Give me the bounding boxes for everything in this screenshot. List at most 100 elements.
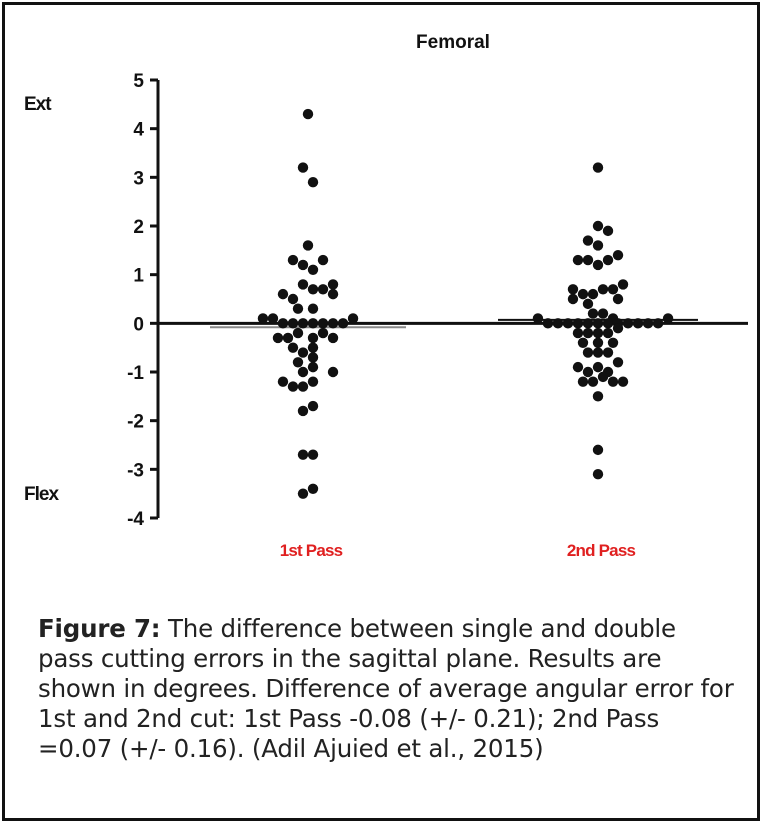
data-point: [327, 279, 339, 290]
data-point: [617, 376, 629, 387]
data-point: [297, 366, 309, 378]
data-point: [267, 313, 279, 324]
data-point: [307, 352, 319, 363]
data-point: [292, 357, 304, 368]
data-point: [592, 259, 604, 271]
y-tick-label: -4: [127, 509, 144, 530]
data-point: [597, 284, 609, 295]
data-point: [592, 361, 604, 373]
data-point: [287, 342, 299, 353]
y-annotation: Ext: [24, 94, 52, 115]
y-tick-label: 3: [133, 168, 144, 189]
data-point: [307, 332, 319, 344]
data-point: [307, 449, 319, 460]
data-point: [572, 361, 584, 373]
data-point: [577, 337, 589, 348]
data-point: [602, 225, 614, 237]
data-point: [302, 108, 314, 120]
data-point: [317, 327, 329, 339]
data-point: [662, 313, 674, 324]
data-point: [652, 318, 664, 329]
figure-caption: Figure 7: The difference between single …: [38, 614, 738, 764]
data-point: [592, 220, 604, 232]
data-point: [612, 293, 624, 305]
data-point: [297, 347, 309, 358]
data-point: [592, 318, 604, 329]
data-point: [327, 288, 339, 300]
data-point: [287, 254, 299, 266]
data-point: [307, 342, 319, 353]
y-tick-label: 2: [133, 217, 144, 238]
data-point: [597, 308, 609, 319]
data-points: [257, 108, 674, 499]
data-point: [307, 483, 319, 494]
data-point: [307, 284, 319, 295]
data-point: [292, 303, 304, 314]
data-point: [542, 318, 554, 329]
data-point: [587, 376, 599, 387]
data-point: [572, 318, 584, 329]
data-point: [592, 391, 604, 402]
data-point: [277, 288, 289, 300]
data-point: [292, 327, 304, 339]
chart-title: Femoral: [416, 32, 490, 53]
data-point: [607, 337, 619, 348]
data-point: [612, 357, 624, 368]
data-point: [582, 366, 594, 378]
data-point: [297, 488, 309, 499]
data-point: [287, 318, 299, 329]
caption-text: The difference between single and double…: [38, 614, 734, 763]
data-point: [582, 347, 594, 358]
data-point: [307, 303, 319, 314]
data-point: [532, 313, 544, 324]
data-point: [567, 293, 579, 305]
data-point: [307, 264, 319, 275]
data-point: [297, 381, 309, 392]
y-tick-label: 4: [133, 120, 144, 141]
data-point: [592, 240, 604, 251]
data-point: [577, 376, 589, 387]
data-point: [642, 318, 654, 329]
data-point: [317, 318, 329, 329]
data-point: [327, 332, 339, 344]
data-point: [307, 400, 319, 412]
data-point: [592, 347, 604, 358]
data-point: [317, 254, 329, 266]
data-point: [297, 405, 309, 417]
data-point: [307, 318, 319, 329]
caption-lead: Figure 7:: [38, 614, 161, 643]
y-annotation: Flex: [24, 484, 59, 505]
data-point: [597, 371, 609, 383]
data-point: [307, 361, 319, 373]
data-point: [582, 318, 594, 329]
data-point: [257, 313, 269, 324]
data-point: [587, 288, 599, 300]
y-tick-label: -2: [127, 412, 144, 433]
data-point: [347, 313, 359, 324]
data-point: [317, 284, 329, 295]
data-point: [307, 177, 319, 188]
y-tick-label: 5: [133, 71, 144, 92]
data-point: [297, 162, 309, 173]
data-point: [592, 327, 604, 339]
data-point: [582, 327, 594, 339]
y-tick-label: -1: [127, 363, 144, 384]
data-point: [592, 469, 604, 480]
data-point: [602, 347, 614, 358]
data-point: [327, 318, 339, 329]
data-point: [607, 376, 619, 387]
data-point: [327, 366, 339, 378]
y-axis: 5 4 3 2 1 0 -1 -2 -3 -4: [127, 71, 748, 530]
data-point: [277, 376, 289, 387]
data-point: [297, 318, 309, 329]
data-point: [337, 318, 349, 329]
data-point: [297, 259, 309, 271]
data-point: [587, 308, 599, 319]
data-point: [562, 318, 574, 329]
figure-frame: [2, 2, 760, 821]
y-tick-label: 0: [133, 314, 144, 335]
data-point: [602, 318, 614, 329]
data-point: [607, 284, 619, 295]
category-label: 2nd Pass: [567, 541, 636, 560]
data-point: [282, 332, 294, 344]
